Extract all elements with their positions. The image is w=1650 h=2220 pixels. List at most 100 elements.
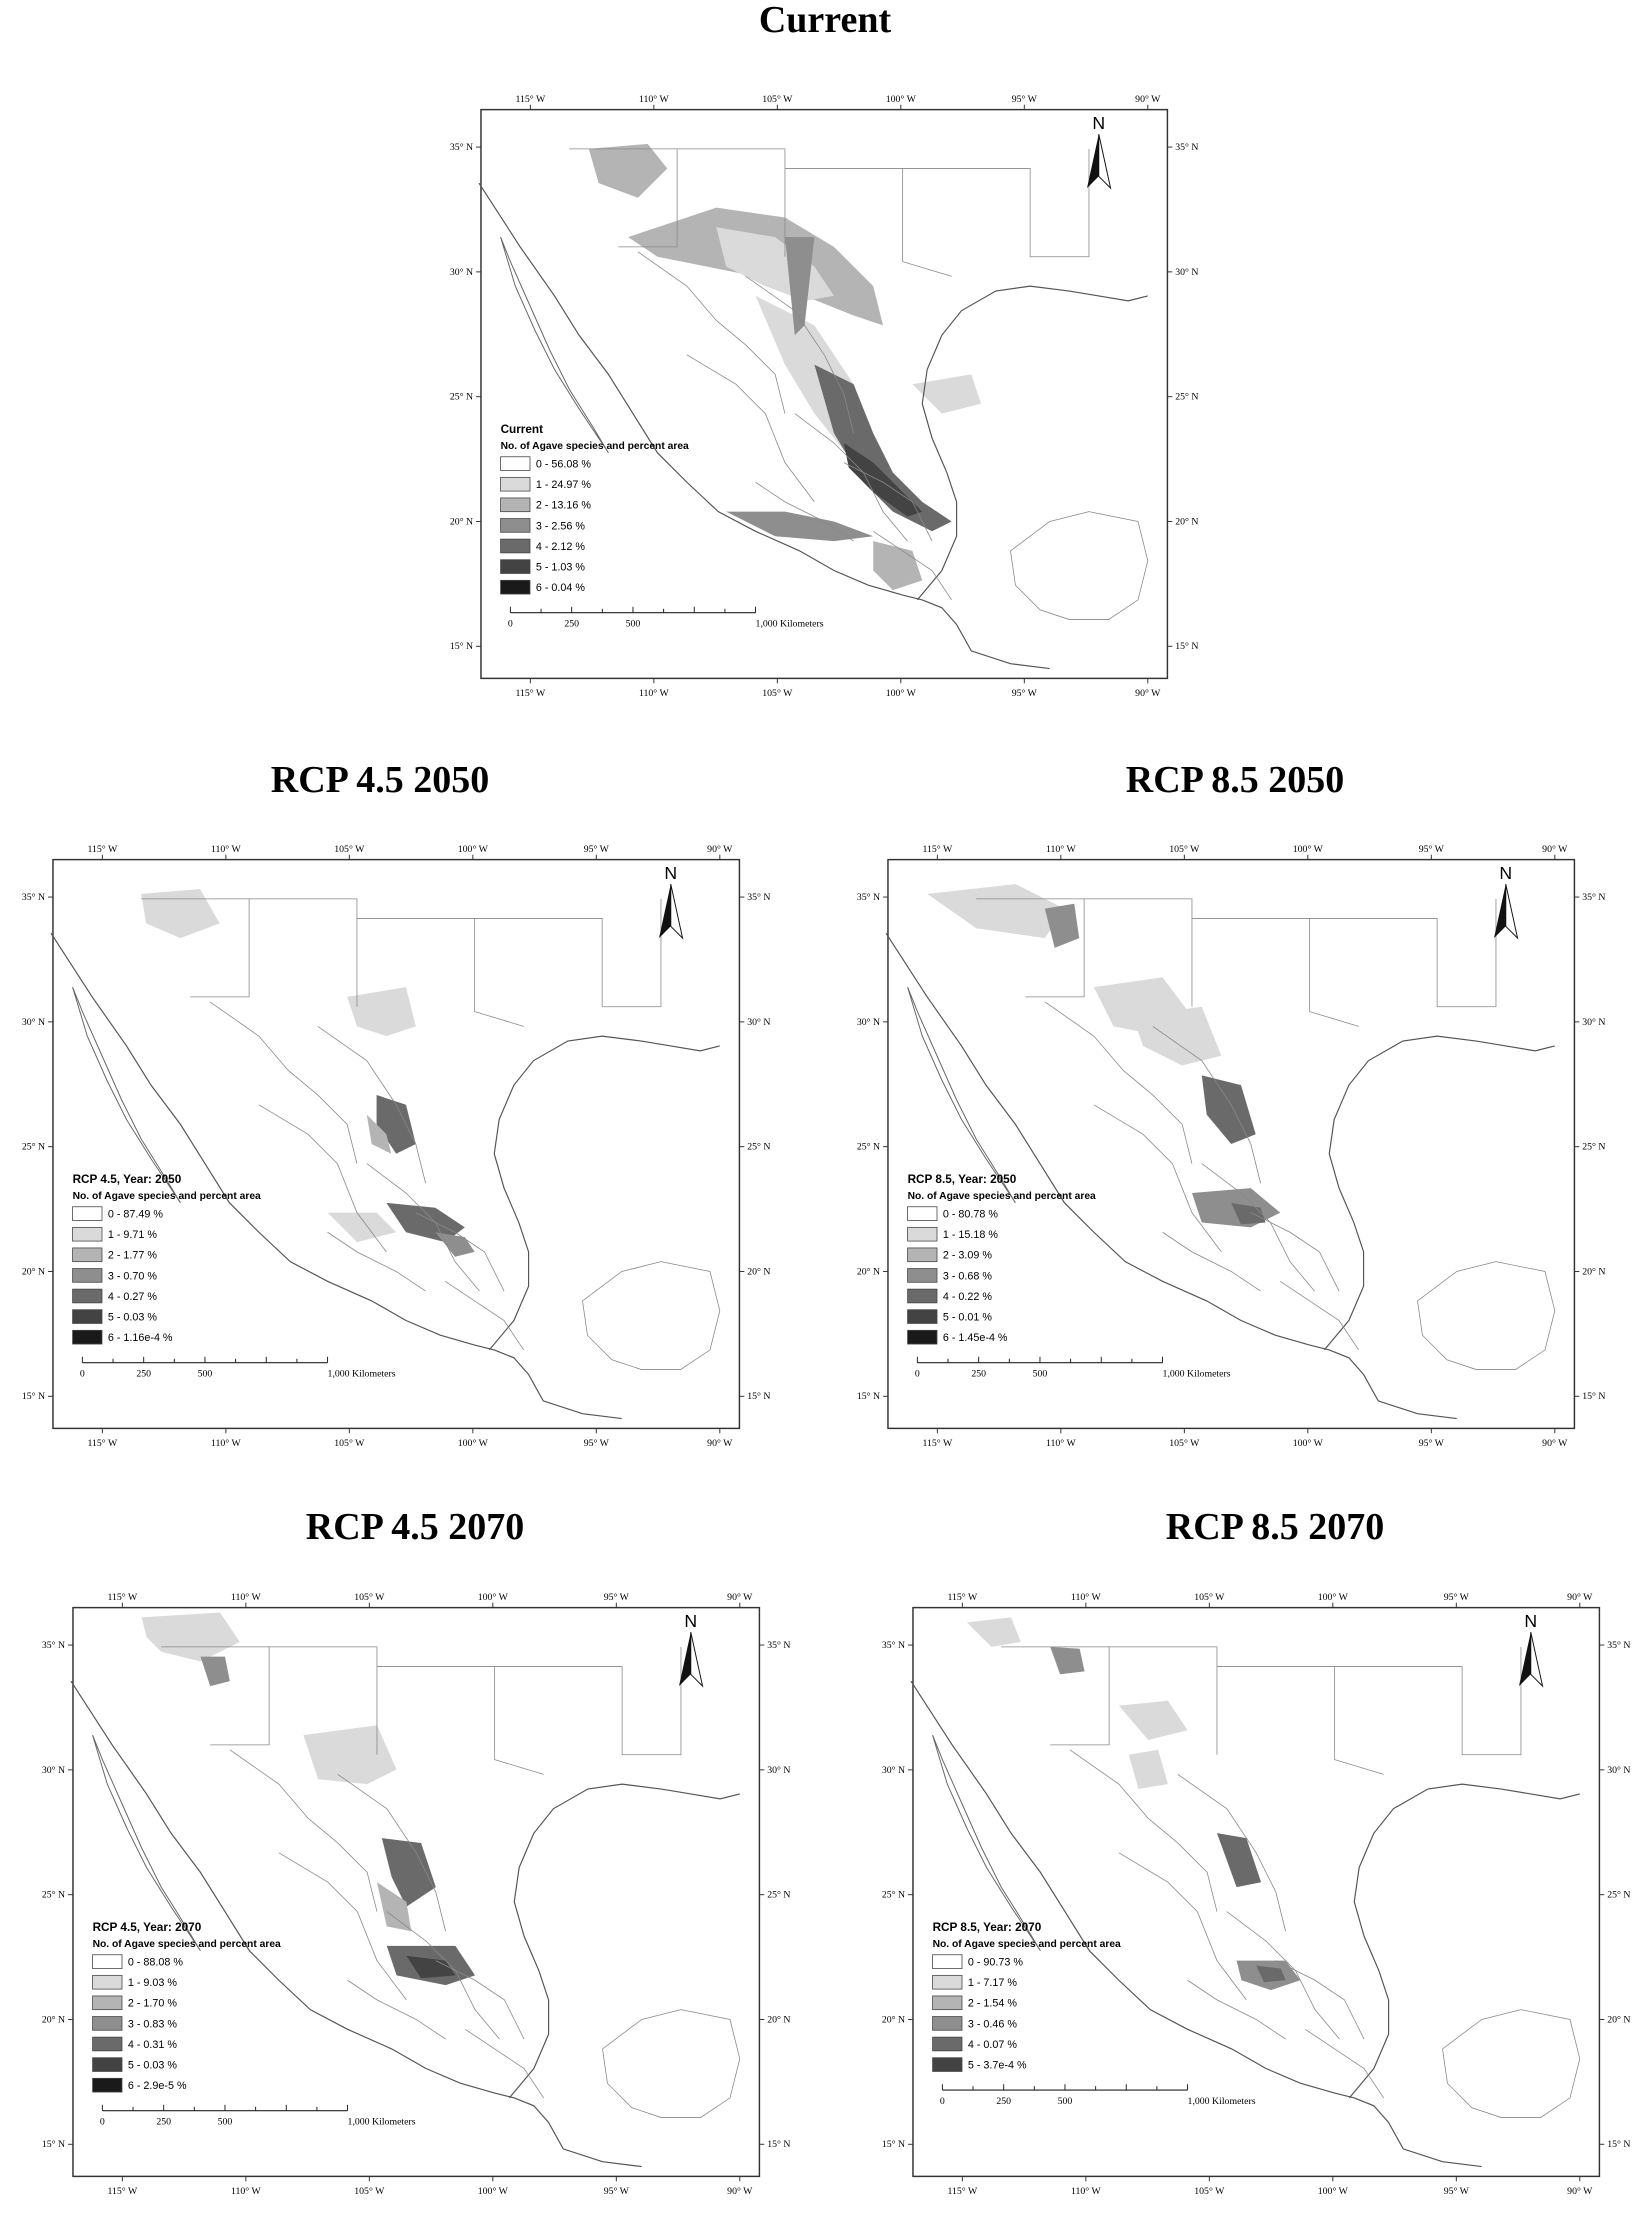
lon-tick-label: 100° W <box>886 688 917 698</box>
state-boundary <box>745 276 854 434</box>
lon-tick-label: 105° W <box>1169 1438 1200 1448</box>
lon-tick-label: 90° W <box>1542 844 1568 855</box>
lat-tick-label: 15° N <box>767 2139 790 2150</box>
state-boundary <box>1069 1749 1218 1912</box>
state-boundary <box>976 898 1085 998</box>
lat-tick-label: 35° N <box>857 892 880 903</box>
state-boundary <box>902 148 1090 258</box>
lon-tick-label: 95° W <box>584 1438 610 1448</box>
agave-richness-region <box>327 1212 397 1243</box>
yucatan-outline <box>1442 2009 1581 2118</box>
lat-tick-label: 15° N <box>747 1391 770 1402</box>
legend-title: RCP 8.5, Year: 2050 <box>908 1173 1017 1186</box>
legend-swatch <box>72 1288 103 1304</box>
agave-richness-region <box>912 374 982 414</box>
lon-tick-label: 110° W <box>231 2186 262 2196</box>
agave-richness-region <box>386 1202 465 1243</box>
legend-label: 0 - 87.49 % <box>108 1209 163 1221</box>
legend-swatch <box>907 1247 938 1263</box>
lat-tick-label: 25° N <box>1607 1890 1630 1901</box>
legend-title: RCP 8.5, Year: 2070 <box>933 1921 1042 1934</box>
scale-label: 1,000 Kilometers <box>328 1368 396 1379</box>
legend-label: 0 - 80.78 % <box>943 1209 998 1221</box>
lon-tick-label: 95° W <box>1012 688 1038 698</box>
agave-richness-region <box>588 143 668 198</box>
legend-label: 0 - 90.73 % <box>968 1957 1023 1969</box>
state-boundary <box>1216 1666 1384 1775</box>
scale-label: 0 <box>80 1368 85 1379</box>
agave-richness-region <box>366 1114 392 1154</box>
lat-tick-label: 25° N <box>22 1142 45 1153</box>
legend-label: 2 - 3.09 % <box>943 1250 992 1262</box>
scale-label: 250 <box>156 2116 171 2127</box>
lon-tick-label: 110° W <box>639 94 670 105</box>
lon-tick-label: 95° W <box>604 2186 630 2196</box>
legend-label: 2 - 13.16 % <box>536 500 591 512</box>
map-body <box>50 889 721 1420</box>
lat-tick-label: 20° N <box>767 2014 790 2025</box>
lon-tick-label: 100° W <box>1318 1592 1349 1603</box>
lon-tick-label: 90° W <box>1567 2186 1593 2196</box>
state-boundary <box>686 354 815 503</box>
legend-swatch <box>72 1247 103 1263</box>
legend-label: 6 - 1.16e-4 % <box>108 1332 173 1344</box>
lat-tick-label: 20° N <box>1607 2014 1630 2025</box>
state-boundary <box>209 1001 358 1164</box>
state-boundary <box>873 530 953 601</box>
lat-tick-label: 30° N <box>22 1017 45 1028</box>
lat-tick-label: 25° N <box>1582 1142 1605 1153</box>
lon-tick-label: 95° W <box>1419 1438 1445 1448</box>
agave-richness-region <box>347 987 416 1037</box>
legend-subtitle: No. of Agave species and percent area <box>933 1939 1121 1950</box>
north-arrow-icon <box>1519 1632 1544 1688</box>
agave-richness-region <box>406 1955 456 1979</box>
lon-tick-label: 100° W <box>1318 2186 1349 2196</box>
legend-swatch <box>500 476 531 492</box>
lat-tick-label: 35° N <box>767 1640 790 1651</box>
lat-tick-label: 15° N <box>1582 1391 1605 1402</box>
scale-label: 1,000 Kilometers <box>1163 1368 1231 1379</box>
lat-tick-label: 30° N <box>1582 1017 1605 1028</box>
lon-tick-label: 105° W <box>354 1592 385 1603</box>
state-boundary <box>376 1666 544 1775</box>
scale-label: 1,000 Kilometers <box>348 2116 416 2127</box>
scale-label: 1,000 Kilometers <box>756 618 824 629</box>
state-boundary <box>1187 1979 1286 2040</box>
scale-label: 0 <box>940 2096 945 2107</box>
state-boundary <box>843 462 933 542</box>
lon-tick-label: 100° W <box>1293 844 1324 855</box>
legend-swatch <box>500 538 531 554</box>
map-title-rcp85-2050: RCP 8.5 2050 <box>1125 759 1345 801</box>
lon-tick-label: 95° W <box>1419 844 1445 855</box>
lon-tick-label: 110° W <box>1071 2186 1102 2196</box>
legend-label: 1 - 9.03 % <box>128 1977 177 1989</box>
state-boundary <box>229 1749 378 1912</box>
lon-tick-label: 115° W <box>107 1592 138 1603</box>
legend-swatch <box>72 1268 103 1283</box>
lon-tick-label: 105° W <box>1169 844 1200 855</box>
lat-tick-label: 20° N <box>857 1266 880 1277</box>
map-panel-rcp45-2070: 115° W 115° W 110° W 110° W 105° W 105° W 100°… <box>20 1588 832 2196</box>
state-boundary <box>1162 1231 1261 1292</box>
scale-label: 500 <box>1058 2096 1073 2107</box>
lat-tick-label: 35° N <box>1175 142 1198 153</box>
state-boundary <box>1280 1280 1360 1351</box>
lon-tick-label: 115° W <box>922 844 953 855</box>
state-boundary <box>784 168 952 277</box>
legend-subtitle: No. of Agave species and percent area <box>908 1191 1096 1202</box>
state-boundary <box>755 481 854 542</box>
state-boundary <box>445 1280 525 1351</box>
legend-swatch <box>932 1974 963 1990</box>
state-boundary <box>347 1979 446 2040</box>
legend-label: 2 - 1.70 % <box>128 1998 177 2010</box>
map-panel-current: 115° W 115° W 110° W 110° W 105° W 105° W 100°… <box>428 90 1240 698</box>
state-boundary <box>258 1104 387 1253</box>
map-frame <box>912 1606 1601 2178</box>
legend-label: 3 - 0.70 % <box>108 1270 157 1282</box>
legend-label: 6 - 2.9e-5 % <box>128 2080 187 2092</box>
state-boundary <box>1001 1646 1110 1746</box>
agave-richness-region <box>1128 1749 1168 1790</box>
legend-title: Current <box>501 423 544 436</box>
map-title-current: Current <box>758 0 892 41</box>
lon-tick-label: 110° W <box>211 1438 242 1448</box>
